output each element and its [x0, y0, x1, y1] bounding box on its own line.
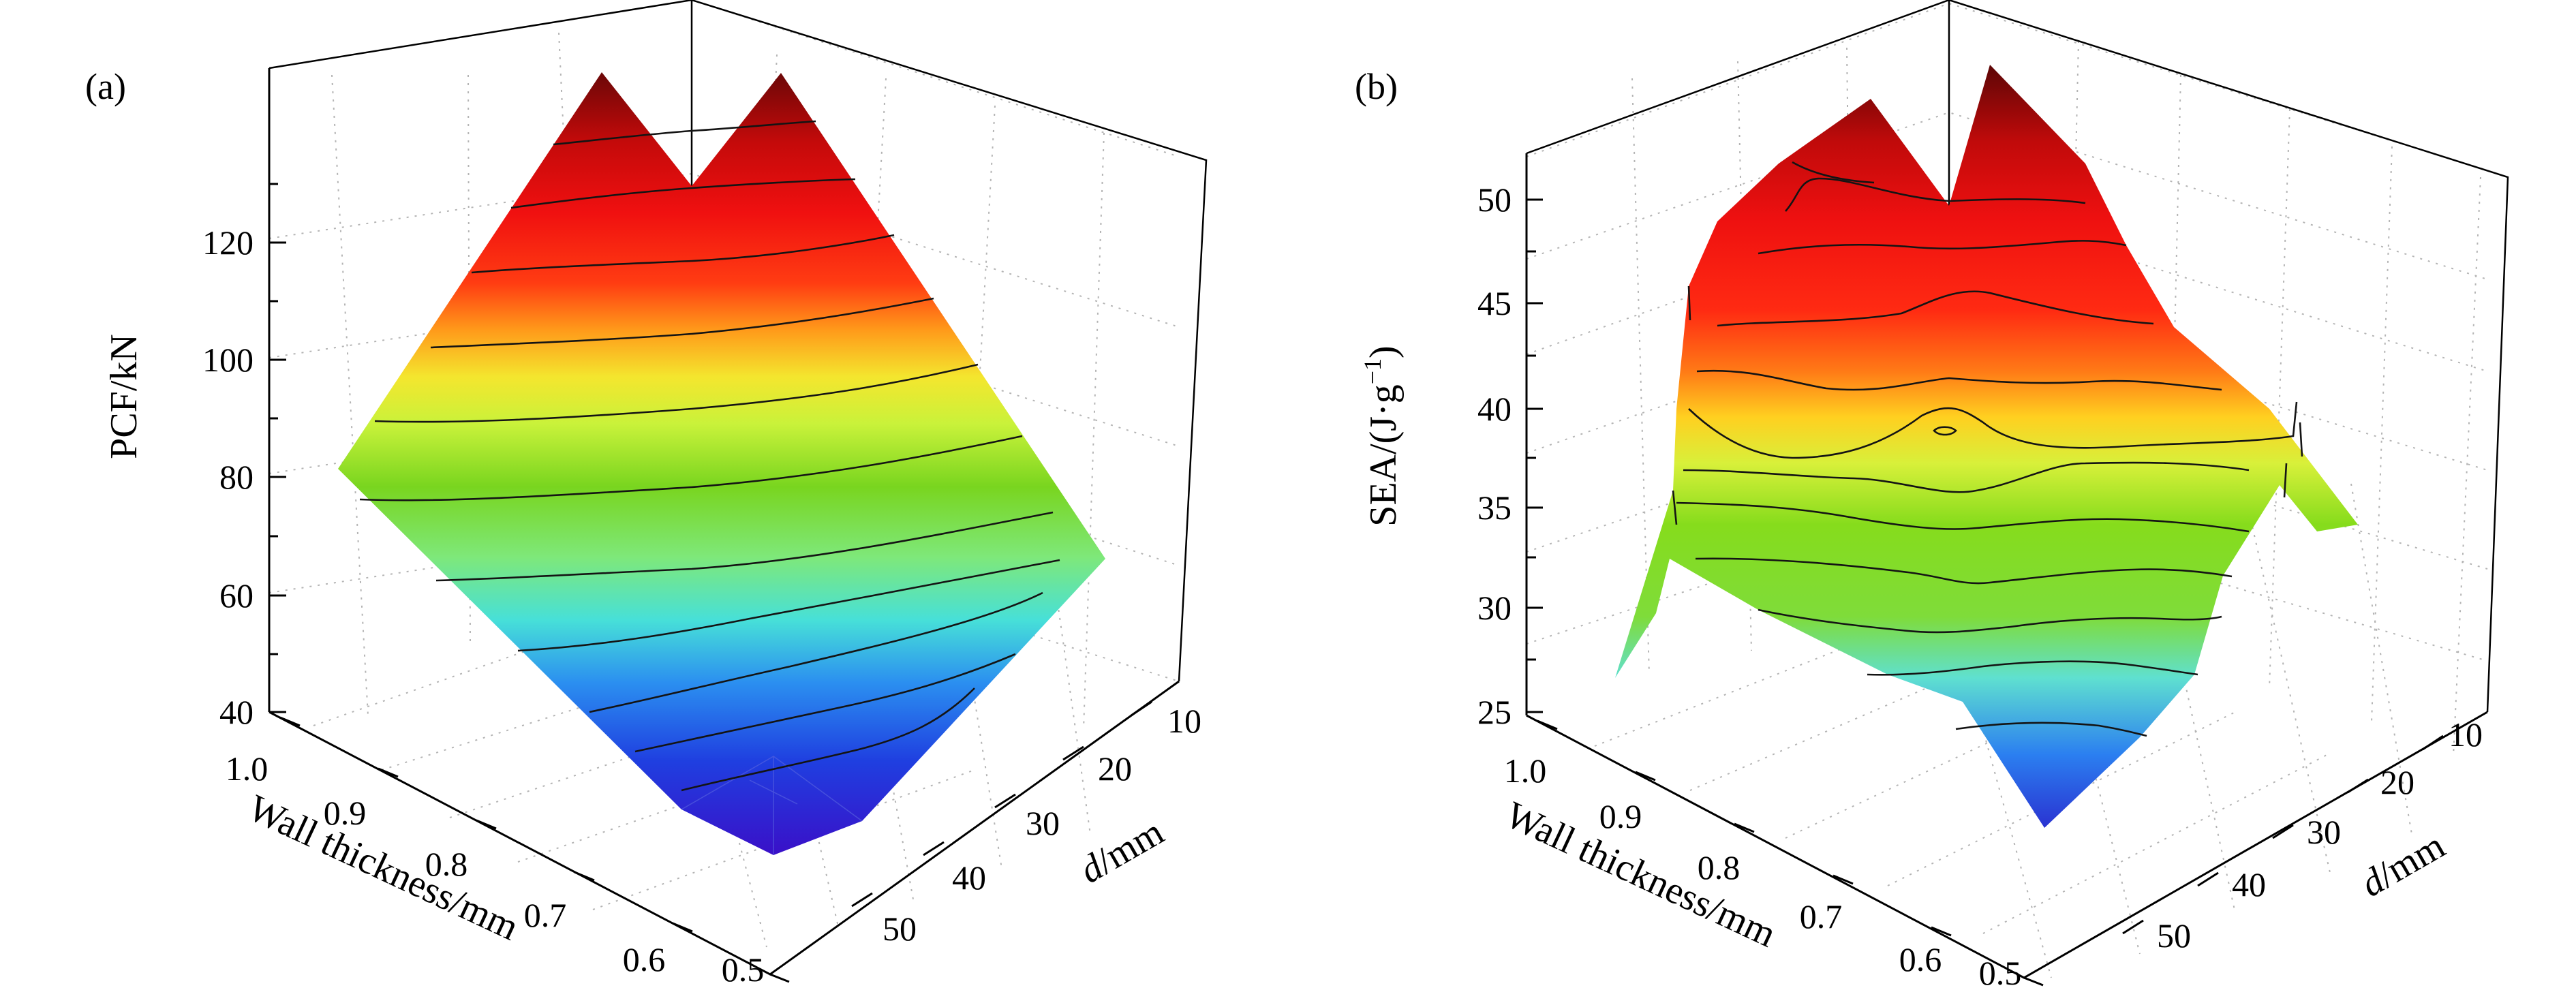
panel-a-d-label-2: 30	[1026, 804, 1060, 842]
panel-a-wall-label-3: 0.7	[524, 896, 567, 934]
panel-b-wall-label-3: 0.7	[1800, 897, 1843, 935]
panel-a-wall-axis: 1.0 0.9 0.8 0.7 0.6 0.5	[226, 716, 790, 989]
panel-b-contour-28	[1955, 722, 2147, 737]
panel-b-contour-44	[1717, 290, 2154, 327]
panel-b-d-label-2: 30	[2307, 813, 2341, 851]
panel-b-sea-surface: 25 30 35 40 45 50 1.0 0.9 0.8 0.7 0.6 0.…	[1355, 0, 2509, 990]
panel-a-z-axis: 40 60 80 100 120	[202, 183, 286, 731]
panel-a-d-label-0: 10	[1167, 702, 1201, 740]
panel-a-wall-label-4: 0.6	[623, 940, 666, 978]
panel-b-contour-36	[1676, 501, 2250, 533]
panel-b-contour-48	[1785, 177, 2086, 212]
panel-b-contour-edge-left	[1672, 285, 1691, 525]
panel-b-z-axis: 25 30 35 40 45 50	[1477, 181, 1543, 731]
panel-b-d-label-4: 50	[2157, 916, 2191, 955]
panel-a-contour-78	[435, 511, 1054, 582]
panel-a-contour-94	[374, 363, 979, 423]
panel-b-label: (b)	[1355, 66, 1398, 107]
panel-b-contour-38	[1683, 461, 2250, 493]
panel-b-z-label-5: 50	[1477, 181, 1512, 219]
panel-a-contour-55	[634, 653, 1016, 753]
panel-b-z-title-sup: −1	[1359, 358, 1386, 384]
panel-a-contour-62	[589, 591, 1043, 713]
panel-b-surface	[1615, 65, 2358, 828]
panel-a-d-label-1: 20	[1098, 749, 1132, 788]
panel-b-z-label-0: 25	[1477, 693, 1512, 731]
panel-a-wall-title: Wall thickness/mm	[242, 787, 525, 949]
panel-a-contour-102	[430, 297, 934, 349]
panel-b-z-title-main: SEA/(J·g	[1362, 384, 1405, 526]
panel-a-contour-48	[681, 687, 975, 792]
panel-a-mesh	[681, 756, 863, 855]
panel-a-d-title: d/mm	[1073, 811, 1171, 892]
panel-b-z-title: SEA/(J·g−1)	[1359, 345, 1405, 526]
panel-b-wall-label-2: 0.8	[1698, 848, 1741, 886]
panel-b-d-label-1: 20	[2380, 763, 2414, 801]
panel-b-contour-50	[1792, 161, 1875, 184]
panel-b-contours	[1672, 161, 2303, 737]
panel-a-wall-label-0: 1.0	[226, 749, 269, 788]
panel-a-z-label-4: 120	[202, 223, 254, 262]
panel-b-wall-label-5: 0.5	[1979, 954, 2022, 990]
panel-a-contour-110	[471, 234, 895, 274]
panel-a-z-label-3: 100	[202, 341, 254, 379]
panel-b-contour-40-local	[1933, 426, 1957, 436]
panel-a-contour-86	[359, 435, 1023, 501]
panel-a-wall-label-2: 0.8	[425, 845, 468, 883]
panel-b-contour-46	[1758, 240, 2127, 255]
panel-b-d-axis: 10 20 30 40 50	[2122, 715, 2483, 955]
panel-a-surface	[338, 72, 1105, 855]
panel-b-contour-40	[1688, 401, 2298, 459]
panel-a-d-axis: 10 20 30 40 50	[851, 700, 1201, 948]
panel-b-wall-label-0: 1.0	[1504, 752, 1547, 790]
panel-a-z-label-2: 80	[219, 458, 254, 496]
panel-b-z-label-4: 45	[1477, 284, 1512, 322]
panel-a-d-label-4: 50	[883, 910, 917, 948]
panel-a-z-label-0: 40	[219, 693, 254, 731]
panel-b-contour-42	[1696, 369, 2222, 391]
panel-a-pcf-surface: 40 60 80 100 120 1.0 0.9 0.8 0.7 0.6 0.5	[85, 0, 1208, 989]
panel-a-contour-118	[510, 178, 856, 209]
panel-a-wall-label-1: 0.9	[324, 794, 367, 832]
panel-b-z-label-3: 40	[1477, 390, 1512, 428]
panel-a-label: (a)	[85, 66, 126, 107]
panel-b-wall-axis: 1.0 0.9 0.8 0.7 0.6 0.5	[1504, 720, 2044, 990]
panel-b-contour-30	[1867, 660, 2198, 676]
panel-a-z-label-1: 60	[219, 576, 254, 615]
panel-b-wall-label-4: 0.6	[1899, 940, 1942, 978]
panel-b-contour-edge-right	[2283, 422, 2303, 498]
panel-b-d-label-0: 10	[2449, 715, 2483, 754]
panel-b-d-label-3: 40	[2232, 865, 2266, 903]
panel-a-contours	[359, 120, 1060, 792]
panel-b-z-label-1: 30	[1477, 589, 1512, 627]
panel-b-contour-32	[1758, 608, 2222, 634]
panel-b-d-title: d/mm	[2354, 824, 2452, 906]
panel-b-wall-label-1: 0.9	[1599, 797, 1642, 835]
panel-a-wall-label-5: 0.5	[722, 950, 765, 989]
panel-a-contour-126	[553, 120, 816, 146]
panel-b-contour-34	[1695, 557, 2233, 585]
panel-b-z-title-close: )	[1362, 345, 1405, 358]
panel-a-d-label-3: 40	[952, 858, 986, 897]
panel-b-z-label-2: 35	[1477, 489, 1512, 527]
panel-a-z-title: PCF/kN	[103, 334, 145, 459]
panel-a-contour-70	[517, 559, 1060, 652]
